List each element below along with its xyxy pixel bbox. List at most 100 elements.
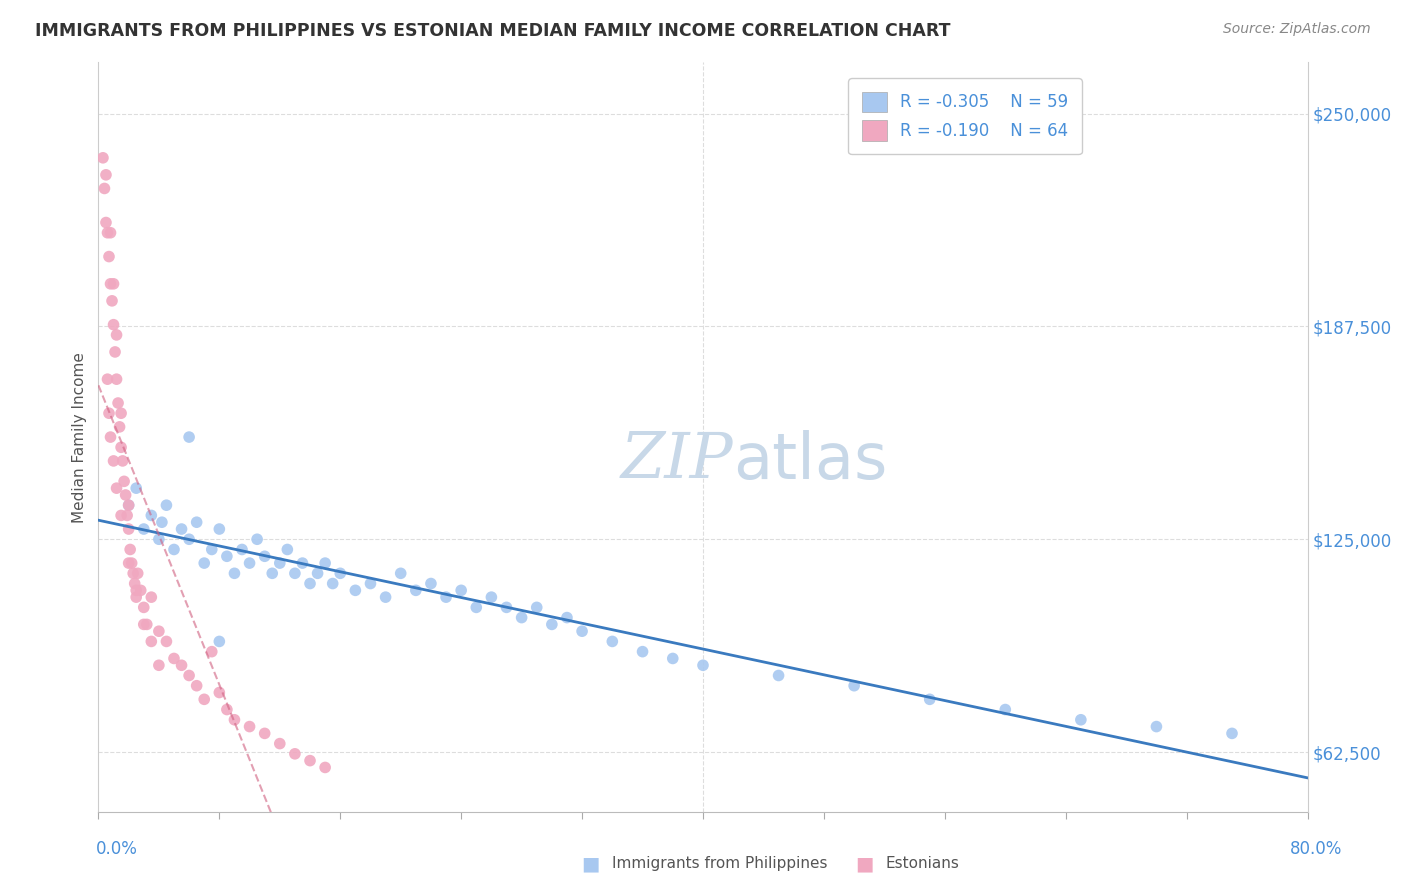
- Point: [179, 430, 201, 444]
- Point: [103, 277, 125, 291]
- Point: [322, 576, 344, 591]
- Point: [193, 556, 215, 570]
- Point: [93, 181, 115, 195]
- Point: [125, 583, 148, 598]
- Point: [96, 372, 118, 386]
- Text: ■: ■: [855, 854, 875, 873]
- Point: [495, 600, 517, 615]
- Point: [231, 542, 253, 557]
- Point: [224, 566, 246, 581]
- Point: [118, 498, 141, 512]
- Point: [215, 702, 238, 716]
- Point: [94, 168, 117, 182]
- Point: [405, 583, 427, 598]
- Point: [98, 406, 121, 420]
- Text: 80.0%: 80.0%: [1291, 840, 1343, 858]
- Point: [246, 533, 269, 547]
- Point: [103, 454, 125, 468]
- Point: [112, 475, 135, 489]
- Point: [215, 549, 238, 564]
- Legend: R = -0.305    N = 59, R = -0.190    N = 64: R = -0.305 N = 59, R = -0.190 N = 64: [848, 78, 1081, 154]
- Point: [107, 396, 129, 410]
- Text: Source: ZipAtlas.com: Source: ZipAtlas.com: [1223, 22, 1371, 37]
- Point: [692, 658, 714, 673]
- Point: [127, 566, 149, 581]
- Point: [124, 576, 146, 591]
- Point: [276, 542, 298, 557]
- Point: [100, 430, 122, 444]
- Point: [118, 522, 141, 536]
- Point: [193, 692, 215, 706]
- Point: [100, 277, 122, 291]
- Point: [420, 576, 443, 591]
- Point: [571, 624, 593, 639]
- Point: [186, 515, 208, 529]
- Point: [120, 542, 142, 557]
- Point: [314, 760, 336, 774]
- Point: [91, 151, 114, 165]
- Point: [344, 583, 367, 598]
- Point: [170, 658, 193, 673]
- Y-axis label: Median Family Income: Median Family Income: [72, 351, 87, 523]
- Point: [602, 634, 624, 648]
- Point: [434, 590, 457, 604]
- Point: [105, 481, 128, 495]
- Point: [201, 542, 224, 557]
- Point: [540, 617, 562, 632]
- Point: [269, 556, 291, 570]
- Point: [208, 634, 231, 648]
- Text: Estonians: Estonians: [886, 856, 960, 871]
- Point: [768, 668, 790, 682]
- Point: [118, 556, 141, 570]
- Point: [307, 566, 329, 581]
- Point: [450, 583, 472, 598]
- Text: atlas: atlas: [734, 430, 887, 491]
- Point: [360, 576, 382, 591]
- Point: [208, 685, 231, 699]
- Text: ■: ■: [581, 854, 600, 873]
- Point: [208, 814, 231, 829]
- Point: [111, 454, 134, 468]
- Point: [389, 566, 412, 581]
- Point: [129, 583, 152, 598]
- Point: [132, 522, 155, 536]
- Point: [148, 624, 170, 639]
- Point: [114, 488, 136, 502]
- Point: [329, 566, 352, 581]
- Point: [103, 318, 125, 332]
- Point: [108, 420, 131, 434]
- Point: [269, 737, 291, 751]
- Point: [132, 600, 155, 615]
- Point: [96, 226, 118, 240]
- Point: [94, 215, 117, 229]
- Point: [208, 522, 231, 536]
- Point: [121, 556, 143, 570]
- Point: [155, 634, 177, 648]
- Point: [201, 645, 224, 659]
- Point: [155, 498, 177, 512]
- Point: [299, 576, 322, 591]
- Point: [105, 372, 128, 386]
- Point: [239, 838, 262, 853]
- Point: [224, 713, 246, 727]
- Point: [132, 617, 155, 632]
- Point: [186, 679, 208, 693]
- Point: [104, 345, 127, 359]
- Point: [239, 556, 262, 570]
- Point: [299, 754, 322, 768]
- Point: [374, 590, 396, 604]
- Point: [163, 542, 186, 557]
- Point: [481, 590, 503, 604]
- Point: [262, 566, 284, 581]
- Point: [179, 533, 201, 547]
- Point: [141, 590, 163, 604]
- Point: [115, 508, 138, 523]
- Text: Immigrants from Philippines: Immigrants from Philippines: [612, 856, 827, 871]
- Point: [100, 226, 122, 240]
- Point: [110, 406, 132, 420]
- Point: [163, 651, 186, 665]
- Point: [101, 293, 124, 308]
- Point: [141, 634, 163, 648]
- Point: [98, 250, 121, 264]
- Point: [110, 508, 132, 523]
